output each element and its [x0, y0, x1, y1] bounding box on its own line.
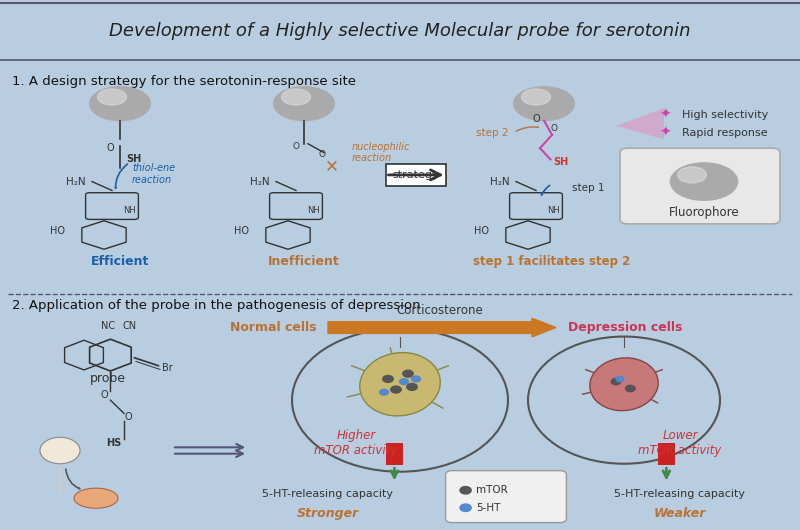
- Text: O: O: [318, 151, 325, 160]
- Text: 5-HT: 5-HT: [476, 503, 500, 513]
- FancyArrowPatch shape: [542, 186, 550, 195]
- Text: Stronger: Stronger: [297, 507, 359, 520]
- Circle shape: [98, 89, 126, 105]
- Text: 1. A design strategy for the serotonin-response site: 1. A design strategy for the serotonin-r…: [12, 75, 356, 88]
- Text: O: O: [124, 412, 132, 422]
- Text: NC: NC: [101, 321, 115, 331]
- Text: 2. Application of the probe in the pathogenesis of depression: 2. Application of the probe in the patho…: [12, 299, 421, 313]
- Ellipse shape: [360, 352, 440, 416]
- Circle shape: [406, 384, 418, 390]
- Text: nucleophilic
reaction: nucleophilic reaction: [352, 142, 410, 163]
- Text: Weaker: Weaker: [654, 507, 706, 520]
- FancyBboxPatch shape: [386, 164, 446, 186]
- Text: O: O: [550, 123, 557, 132]
- FancyArrow shape: [328, 318, 556, 337]
- Text: 5-HT-releasing capacity: 5-HT-releasing capacity: [614, 489, 746, 499]
- Text: NH: NH: [307, 206, 320, 215]
- Circle shape: [380, 389, 389, 395]
- Circle shape: [412, 376, 421, 382]
- Text: probe: probe: [90, 373, 126, 385]
- FancyBboxPatch shape: [446, 471, 566, 523]
- Text: Efficient: Efficient: [91, 255, 149, 268]
- Circle shape: [391, 386, 401, 393]
- Text: H₂N: H₂N: [66, 176, 86, 187]
- Text: 5-HT-releasing capacity: 5-HT-releasing capacity: [262, 489, 394, 499]
- FancyArrowPatch shape: [115, 164, 127, 188]
- Text: O: O: [293, 142, 299, 151]
- Circle shape: [40, 437, 80, 464]
- Text: CN: CN: [122, 321, 137, 331]
- Text: HO: HO: [50, 226, 65, 235]
- Text: H₂N: H₂N: [250, 176, 270, 187]
- Bar: [386, 443, 403, 465]
- Circle shape: [274, 87, 334, 121]
- Text: Rapid response: Rapid response: [682, 128, 767, 138]
- Text: SH: SH: [126, 154, 142, 164]
- Text: Fluorophore: Fluorophore: [669, 206, 739, 219]
- Text: Br: Br: [162, 364, 172, 373]
- Text: Development of a Highly selective Molecular probe for serotonin: Development of a Highly selective Molecu…: [110, 22, 690, 40]
- Circle shape: [460, 504, 471, 511]
- Text: HS: HS: [106, 438, 122, 447]
- Text: O: O: [106, 143, 114, 153]
- Bar: [658, 443, 675, 465]
- Text: NH: NH: [547, 206, 560, 215]
- FancyBboxPatch shape: [620, 148, 780, 224]
- Text: step 2: step 2: [476, 128, 508, 138]
- Circle shape: [403, 370, 413, 377]
- Text: mTOR: mTOR: [476, 485, 508, 495]
- Text: SH: SH: [554, 156, 569, 166]
- Circle shape: [514, 87, 574, 121]
- Text: strategy: strategy: [393, 170, 439, 180]
- Circle shape: [678, 167, 706, 183]
- Circle shape: [400, 378, 408, 385]
- FancyArrowPatch shape: [516, 127, 538, 131]
- Text: HO: HO: [234, 226, 249, 235]
- Text: ✦: ✦: [660, 108, 671, 122]
- Text: HO: HO: [474, 226, 489, 235]
- Ellipse shape: [590, 358, 658, 411]
- Circle shape: [670, 163, 738, 200]
- Circle shape: [382, 375, 394, 383]
- Text: H₂N: H₂N: [490, 176, 510, 187]
- FancyArrowPatch shape: [66, 469, 80, 489]
- Circle shape: [460, 487, 471, 494]
- Text: Lower
mTOR activity: Lower mTOR activity: [638, 429, 722, 457]
- Text: Normal cells: Normal cells: [230, 321, 316, 334]
- Text: O: O: [532, 114, 540, 124]
- Ellipse shape: [74, 488, 118, 508]
- Text: Corticosterone: Corticosterone: [397, 304, 483, 316]
- Text: ✦: ✦: [660, 126, 671, 139]
- Text: step 1: step 1: [572, 183, 604, 193]
- Text: Inefficient: Inefficient: [268, 255, 340, 268]
- Text: ✕: ✕: [325, 157, 339, 175]
- Text: High selectivity: High selectivity: [682, 110, 768, 120]
- Circle shape: [611, 378, 621, 385]
- Text: O: O: [100, 390, 108, 400]
- FancyArrowPatch shape: [388, 170, 441, 180]
- Text: step 1 facilitates step 2: step 1 facilitates step 2: [474, 255, 630, 268]
- Text: NH: NH: [123, 206, 136, 215]
- Text: thiol-ene
reaction: thiol-ene reaction: [132, 163, 175, 185]
- Circle shape: [616, 376, 624, 382]
- Polygon shape: [616, 108, 664, 139]
- Circle shape: [282, 89, 310, 105]
- Circle shape: [522, 89, 550, 105]
- Text: Depression cells: Depression cells: [568, 321, 682, 334]
- Circle shape: [626, 385, 635, 392]
- Text: Higher
mTOR activity: Higher mTOR activity: [314, 429, 398, 457]
- Circle shape: [90, 87, 150, 121]
